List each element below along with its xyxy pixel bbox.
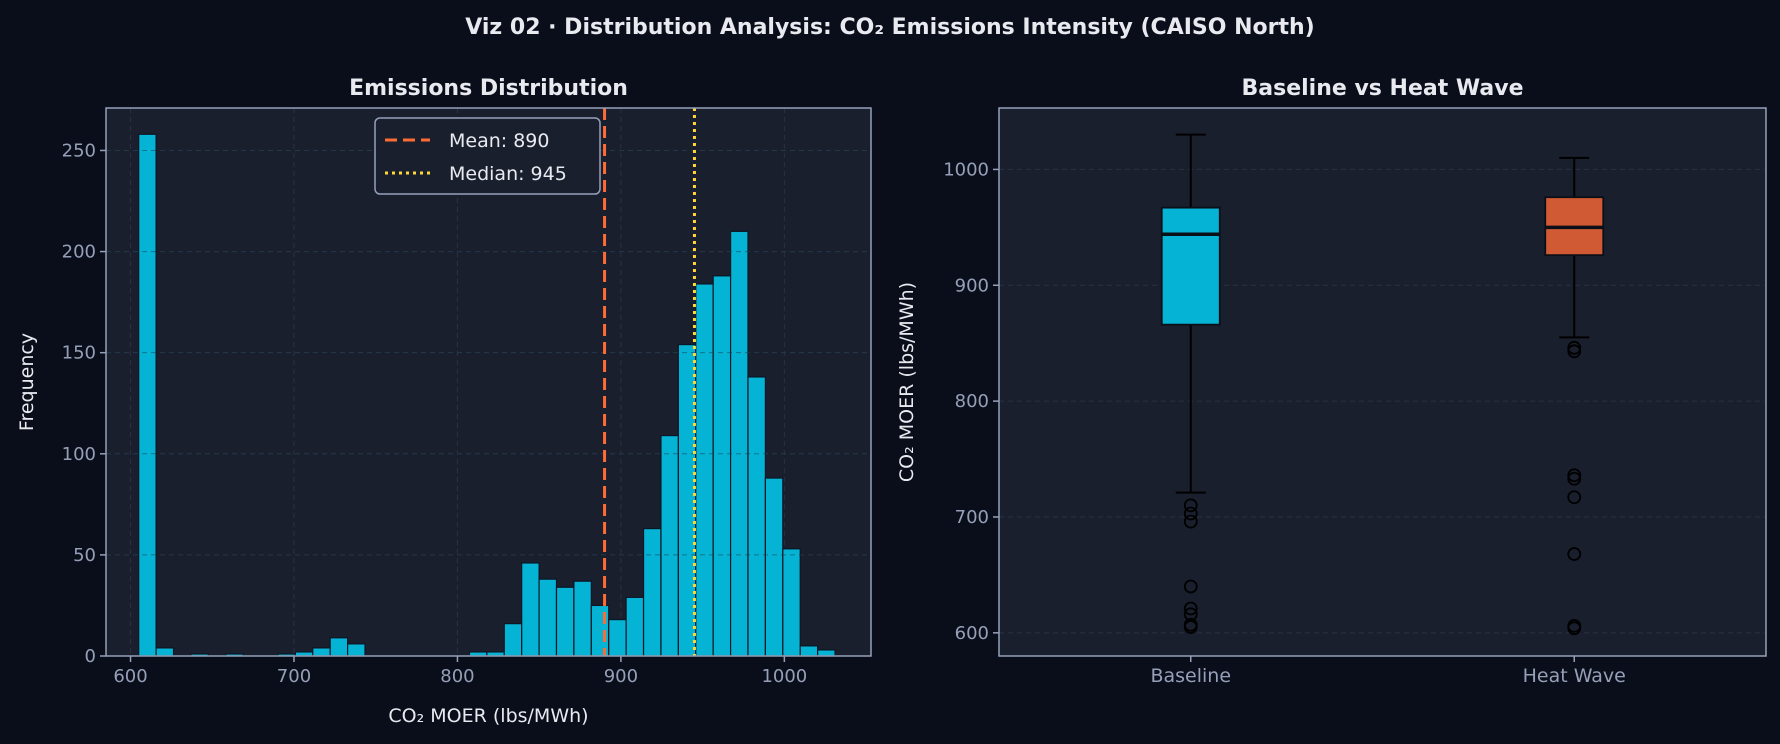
axes-frame (998, 107, 1767, 657)
outlier-point (1567, 344, 1582, 359)
y-axis-label: CO₂ MOER (lbs/MWh) (896, 282, 918, 482)
y-tick-label: 800 (955, 391, 989, 412)
y-tick-label: 100 (62, 444, 96, 465)
histogram-bar (329, 637, 349, 657)
histogram-bar (155, 647, 175, 657)
y-tick-label: 700 (955, 507, 989, 528)
histogram-bar (764, 477, 784, 657)
outlier-point (1567, 340, 1582, 355)
histogram-title: Emissions Distribution (349, 76, 628, 101)
y-tick-label: 50 (73, 545, 96, 566)
x-tick-label: 800 (440, 666, 474, 687)
histogram-bar (695, 283, 714, 657)
x-tick-label: 700 (277, 666, 311, 687)
histogram-bar (521, 562, 540, 657)
x-axis-label: CO₂ MOER (lbs/MWh) (388, 705, 588, 727)
histogram-bar (312, 647, 331, 657)
axes-frame (105, 107, 872, 657)
figure-title: Viz 02 · Distribution Analysis: CO₂ Emis… (465, 15, 1314, 40)
histogram-bar (782, 548, 801, 657)
boxplot-panel: 600 700 800 900 1000 Baseline Heat Wave Baselin… (896, 76, 1767, 687)
histogram-bar (573, 580, 592, 657)
y-axis-label: Frequency (16, 333, 38, 431)
histogram-bar (817, 649, 836, 657)
outlier-point (1183, 498, 1198, 513)
y-tick-label: 0 (85, 646, 96, 667)
histogram-bar (538, 578, 558, 657)
plot-area (999, 108, 1766, 656)
histogram-bar (555, 586, 575, 657)
outlier-point (1183, 601, 1198, 616)
iqr-box (1160, 206, 1221, 326)
outlier-point (1567, 490, 1582, 505)
legend: Mean: 890 Median: 945 (374, 117, 601, 195)
outlier-point (1183, 506, 1198, 521)
histogram-bar (346, 643, 366, 657)
box-baseline (1160, 133, 1221, 634)
histogram-bar (590, 604, 610, 657)
legend-box (374, 117, 601, 195)
legend-median-label: Median: 945 (449, 163, 567, 185)
x-tick-label: 600 (113, 666, 147, 687)
histogram-bar (660, 434, 679, 657)
y-tick-label: 250 (62, 140, 96, 161)
histogram-bar (625, 596, 645, 657)
y-tick-label: 900 (955, 275, 989, 296)
outlier-point (1567, 471, 1582, 486)
x-tick-label: Baseline (1150, 665, 1231, 687)
y-tick-label: 200 (62, 242, 96, 263)
outlier-point (1567, 621, 1582, 636)
x-tick-label: 1000 (761, 666, 807, 687)
histogram-bar (729, 230, 749, 657)
y-tick-label: 600 (955, 623, 989, 644)
histogram-bar (799, 645, 819, 657)
box-heat-wave (1544, 156, 1605, 636)
y-tick-label: 1000 (943, 159, 989, 180)
outlier-point (1183, 620, 1198, 634)
histogram-bar (747, 376, 767, 657)
histogram-bar (503, 623, 523, 657)
histogram-bar (642, 528, 662, 657)
outlier-point (1183, 514, 1198, 529)
legend-mean-label: Mean: 890 (449, 130, 549, 152)
histogram-bar (712, 275, 732, 657)
x-tick-label: Heat Wave (1523, 665, 1626, 687)
y-tick-label: 150 (62, 343, 96, 364)
outlier-point (1567, 547, 1582, 561)
outlier-point (1567, 468, 1582, 483)
outlier-point (1183, 579, 1198, 594)
histogram-bar (138, 133, 157, 657)
boxplot-title: Baseline vs Heat Wave (1242, 76, 1524, 101)
x-tick-label: 900 (604, 666, 638, 687)
histogram-bar (608, 619, 627, 657)
histogram-panel: 600 700 800 900 1000 0 50 100 150 200 250 Mean: 890… (16, 76, 872, 727)
